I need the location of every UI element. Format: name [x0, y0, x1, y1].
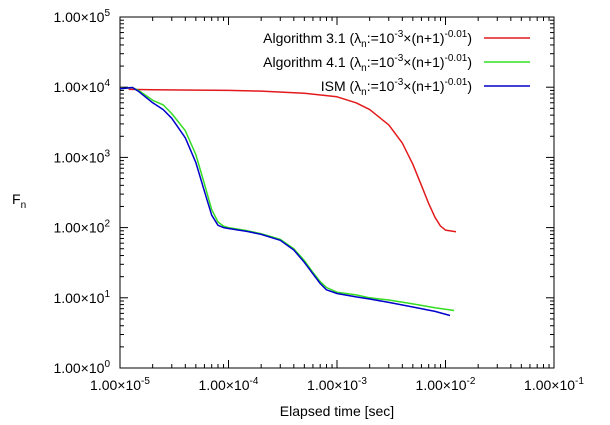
- legend: Algorithm 3.1 (λn:=10-3×(n+1)-0.01) Algor…: [263, 29, 530, 98]
- legend-label-3: ISM (λn:=10-3×(n+1)-0.01): [321, 77, 472, 98]
- series-line-2: [119, 86, 455, 312]
- y-tick-label: 1.00×101: [53, 289, 110, 306]
- legend-label-2: Algorithm 4.1 (λn:=10-3×(n+1)-0.01): [263, 53, 472, 74]
- x-tick-label: 1.00×10-5: [90, 376, 150, 393]
- x-axis: 1.00×10-5 1.00×10-4 1.00×10-3 1.00×10-2 1.00…: [90, 17, 584, 393]
- y-tick-label: 1.00×102: [53, 219, 110, 236]
- y-tick-label: 1.00×103: [53, 148, 110, 165]
- x-tick-label: 1.00×10-3: [307, 376, 367, 393]
- y-tick-label: 1.00×100: [53, 359, 110, 376]
- y-tick-label: 1.00×105: [53, 8, 110, 25]
- y-axis-label: Fn: [12, 191, 26, 211]
- legend-label-1: Algorithm 3.1 (λn:=10-3×(n+1)-0.01): [263, 29, 472, 50]
- x-tick-label: 1.00×10-2: [416, 376, 476, 393]
- y-tick-label: 1.00×104: [53, 78, 110, 95]
- series-line-3: [119, 86, 451, 317]
- y-axis-label-sub: n: [21, 200, 27, 211]
- y-axis: 1.00×100 1.00×101 1.00×102 1.00×103 1.00×104…: [53, 8, 554, 376]
- y-axis-label-main: F: [12, 191, 21, 207]
- x-tick-label: 1.00×10-1: [524, 376, 584, 393]
- x-axis-label: Elapsed time [sec]: [280, 403, 394, 419]
- series-layer: [119, 86, 457, 317]
- series-line-1: [128, 88, 457, 233]
- x-tick-label: 1.00×10-4: [199, 376, 259, 393]
